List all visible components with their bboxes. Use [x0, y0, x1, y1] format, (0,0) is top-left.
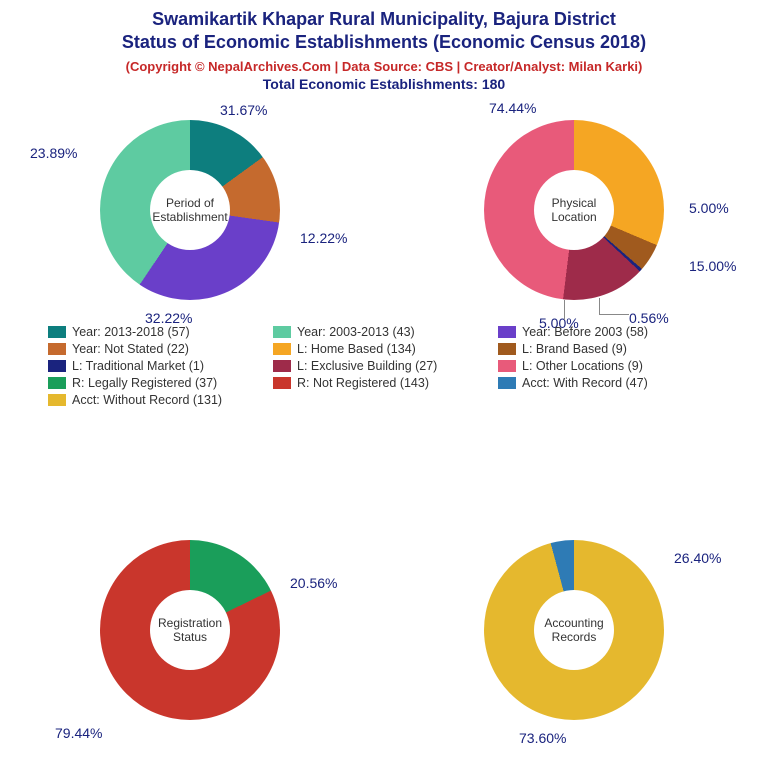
chart-registration: Registration Status 20.56% 79.44%	[0, 520, 384, 740]
legend-text: Acct: With Record (47)	[522, 376, 648, 390]
legend-swatch	[48, 343, 66, 355]
legend-swatch	[273, 360, 291, 372]
pct-location-1: 74.44%	[489, 100, 536, 116]
legend-swatch	[498, 377, 516, 389]
legend-swatch	[498, 360, 516, 372]
legend-swatch	[273, 326, 291, 338]
title-line-2: Status of Economic Establishments (Econo…	[0, 31, 768, 54]
legend-item: Year: 2003-2013 (43)	[273, 325, 498, 339]
legend-swatch	[498, 343, 516, 355]
legend-text: Year: Before 2003 (58)	[522, 325, 648, 339]
legend-swatch	[498, 326, 516, 338]
center-label-accounting: Accounting Records	[534, 616, 614, 645]
legend-row: L: Traditional Market (1) L: Exclusive Bu…	[48, 359, 728, 373]
legend-swatch	[273, 343, 291, 355]
legend-swatch	[48, 394, 66, 406]
legend-text: L: Exclusive Building (27)	[297, 359, 437, 373]
legend-item: L: Exclusive Building (27)	[273, 359, 498, 373]
legend-item: R: Not Registered (143)	[273, 376, 498, 390]
pct-registration-2: 79.44%	[55, 725, 102, 741]
legend-item: Year: 2013-2018 (57)	[48, 325, 273, 339]
legend-swatch	[48, 326, 66, 338]
charts-top-row: Period of Establishment 31.67% 12.22% 32…	[0, 100, 768, 320]
chart-period: Period of Establishment 31.67% 12.22% 32…	[0, 100, 384, 320]
legend-text: L: Brand Based (9)	[522, 342, 627, 356]
chart-accounting: Accounting Records 26.40% 73.60%	[384, 520, 768, 740]
legend-item: Year: Before 2003 (58)	[498, 325, 723, 339]
donut-period: Period of Establishment	[100, 120, 280, 300]
legend-item: Year: Not Stated (22)	[48, 342, 273, 356]
legend-item: Acct: Without Record (131)	[48, 393, 273, 407]
legend-text: R: Legally Registered (37)	[72, 376, 217, 390]
pct-accounting-2: 26.40%	[674, 550, 721, 566]
donut-accounting: Accounting Records	[484, 540, 664, 720]
legend-item: L: Other Locations (9)	[498, 359, 723, 373]
charts-bottom-row: Registration Status 20.56% 79.44% Accoun…	[0, 520, 768, 740]
total-line: Total Economic Establishments: 180	[0, 76, 768, 92]
legend-text: Year: 2003-2013 (43)	[297, 325, 415, 339]
center-label-period: Period of Establishment	[150, 196, 230, 225]
pct-location-5: 5.00%	[689, 200, 729, 216]
legend-item: Acct: With Record (47)	[498, 376, 723, 390]
legend-text: L: Traditional Market (1)	[72, 359, 204, 373]
donut-hole-accounting: Accounting Records	[534, 590, 614, 670]
donut-location: Physical Location	[484, 120, 664, 300]
legend-swatch	[273, 377, 291, 389]
legend-swatch	[48, 377, 66, 389]
legend-row: R: Legally Registered (37) R: Not Registe…	[48, 376, 728, 390]
legend-text: R: Not Registered (143)	[297, 376, 429, 390]
donut-registration: Registration Status	[100, 540, 280, 720]
legend: Year: 2013-2018 (57) Year: 2003-2013 (43)…	[48, 325, 728, 410]
legend-item: R: Legally Registered (37)	[48, 376, 273, 390]
chart-header: Swamikartik Khapar Rural Municipality, B…	[0, 0, 768, 92]
leader-line	[599, 314, 629, 315]
legend-text: Year: Not Stated (22)	[72, 342, 189, 356]
legend-swatch	[48, 360, 66, 372]
pct-accounting-1: 73.60%	[519, 730, 566, 746]
legend-item: L: Traditional Market (1)	[48, 359, 273, 373]
leader-line	[564, 300, 565, 320]
pct-period-4: 23.89%	[30, 145, 77, 161]
pct-period-2: 12.22%	[300, 230, 347, 246]
legend-row: Year: 2013-2018 (57) Year: 2003-2013 (43)…	[48, 325, 728, 339]
pct-registration-1: 20.56%	[290, 575, 337, 591]
leader-line	[599, 298, 600, 314]
title-line-1: Swamikartik Khapar Rural Municipality, B…	[0, 8, 768, 31]
legend-item: L: Home Based (134)	[273, 342, 498, 356]
pct-location-4: 15.00%	[689, 258, 736, 274]
pct-location-3: 0.56%	[629, 310, 669, 326]
chart-location: Physical Location 74.44% 5.00% 15.00% 0.…	[384, 100, 768, 320]
legend-text: Acct: Without Record (131)	[72, 393, 222, 407]
center-label-location: Physical Location	[534, 196, 614, 225]
legend-text: Year: 2013-2018 (57)	[72, 325, 190, 339]
legend-row: Acct: Without Record (131)	[48, 393, 728, 407]
donut-hole-period: Period of Establishment	[150, 170, 230, 250]
donut-hole-location: Physical Location	[534, 170, 614, 250]
pct-period-1: 31.67%	[220, 102, 267, 118]
legend-text: L: Other Locations (9)	[522, 359, 643, 373]
pct-period-3: 32.22%	[145, 310, 192, 326]
center-label-registration: Registration Status	[150, 616, 230, 645]
legend-item: L: Brand Based (9)	[498, 342, 723, 356]
legend-text: L: Home Based (134)	[297, 342, 416, 356]
legend-row: Year: Not Stated (22) L: Home Based (134)…	[48, 342, 728, 356]
copyright-line: (Copyright © NepalArchives.Com | Data So…	[0, 59, 768, 74]
donut-hole-registration: Registration Status	[150, 590, 230, 670]
